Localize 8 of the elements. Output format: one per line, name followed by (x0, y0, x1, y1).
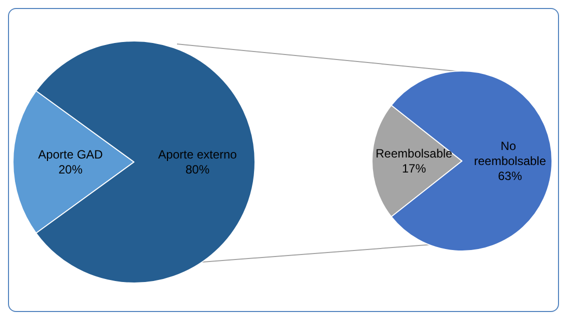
data-label: 63% (498, 169, 522, 183)
slice-label: Aporte externo (158, 148, 238, 162)
slice-label: No reembolsable (474, 139, 546, 168)
slice-label: Reembolsable (376, 146, 453, 160)
data-label: 80% (185, 162, 210, 176)
data-label: 20% (58, 162, 83, 176)
slice-label: Aporte GAD (38, 148, 104, 162)
data-label: 17% (402, 162, 426, 176)
